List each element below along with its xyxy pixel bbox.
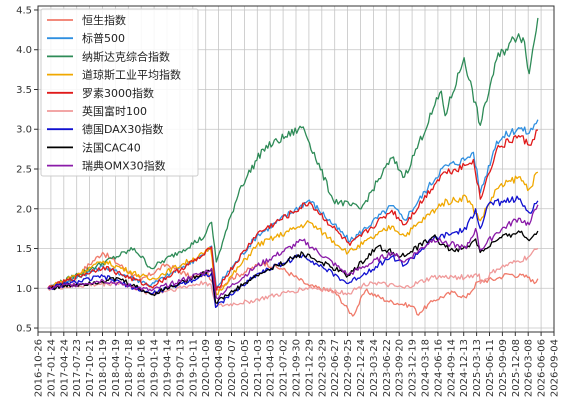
y-tick-label: 4.0	[16, 45, 32, 56]
legend-label: 道琼斯工业平均指数	[82, 68, 181, 82]
series-line-0	[47, 251, 539, 317]
x-axis-ticks: 2016-10-26 2017-01-24 2017-04-24 2017-07-23…	[34, 332, 561, 397]
x-tick-label: 2017-07-23	[72, 339, 83, 397]
legend-label: 纳斯达克综合指数	[82, 49, 170, 63]
x-tick-label: 2020-07-07	[227, 339, 238, 397]
x-tick-label: 2020-10-05	[240, 339, 251, 397]
x-tick-label: 2023-03-24	[369, 339, 380, 397]
x-tick-label: 2025-09-09	[498, 339, 509, 397]
series-line-8	[47, 204, 539, 300]
x-tick-label: 2018-07-18	[124, 339, 135, 397]
y-tick-label: 3.0	[16, 125, 32, 136]
x-tick-label: 2017-01-24	[46, 339, 57, 397]
x-tick-label: 2021-01-03	[253, 339, 264, 397]
x-tick-label: 2026-03-08	[524, 339, 535, 397]
y-tick-label: 1.5	[16, 244, 32, 255]
series-line-3	[47, 171, 539, 296]
x-tick-label: 2025-06-11	[485, 339, 496, 397]
x-tick-label: 2024-09-14	[446, 339, 457, 397]
x-tick-label: 2018-04-19	[111, 339, 122, 397]
y-tick-label: 1.0	[16, 284, 32, 295]
y-tick-label: 0.5	[16, 324, 32, 335]
x-tick-label: 2019-07-13	[175, 339, 186, 397]
x-tick-label: 2022-03-29	[317, 339, 328, 397]
x-tick-label: 2019-10-11	[188, 339, 199, 397]
x-tick-label: 2018-10-16	[137, 339, 148, 397]
x-tick-label: 2021-04-03	[266, 339, 277, 397]
x-tick-label: 2016-10-26	[34, 339, 45, 397]
legend-label: 英国富时100	[82, 104, 147, 118]
x-tick-label: 2022-09-25	[343, 339, 354, 397]
x-tick-label: 2021-12-29	[304, 339, 315, 397]
x-tick-label: 2024-03-18	[421, 339, 432, 397]
x-tick-label: 2017-10-21	[85, 339, 96, 397]
x-tick-label: 2023-09-20	[395, 339, 406, 397]
legend-box	[40, 8, 199, 177]
y-axis-ticks: 0.5 1.0 1.5 2.0 2.5 3.0 3.5 4.0 4.5	[16, 5, 38, 335]
x-tick-label: 2023-06-22	[382, 339, 393, 397]
legend-label: 德国DAX30指数	[82, 122, 163, 136]
x-tick-label: 2022-12-24	[356, 339, 367, 397]
legend-label: 标普500	[82, 31, 125, 45]
legend-label: 罗素3000指数	[82, 86, 154, 100]
x-tick-label: 2024-12-13	[459, 339, 470, 397]
y-tick-label: 2.0	[16, 204, 32, 215]
series-line-6	[47, 195, 539, 309]
x-tick-label: 2026-09-04	[550, 339, 561, 397]
x-tick-label: 2026-06-06	[537, 339, 548, 397]
x-tick-label: 2017-04-24	[59, 339, 70, 397]
series-line-2	[47, 17, 539, 289]
series-lines	[47, 17, 539, 317]
x-tick-label: 2019-04-14	[163, 339, 174, 397]
y-tick-label: 3.5	[16, 85, 32, 96]
x-tick-label: 2021-09-30	[292, 339, 303, 397]
x-tick-label: 2020-04-08	[214, 339, 225, 397]
x-tick-label: 2019-01-14	[150, 339, 161, 397]
x-tick-label: 2025-12-08	[511, 339, 522, 397]
legend-label: 法国CAC40	[82, 140, 141, 154]
y-tick-label: 2.5	[16, 165, 32, 176]
x-tick-label: 2022-06-27	[330, 339, 341, 397]
y-tick-label: 4.5	[16, 5, 32, 16]
x-tick-label: 2021-07-02	[279, 339, 290, 397]
x-tick-label: 2025-03-13	[472, 339, 483, 397]
x-tick-label: 2018-01-19	[98, 339, 109, 397]
series-line-7	[47, 230, 539, 304]
series-line-4	[47, 129, 539, 291]
legend-label: 瑞典OMX30指数	[82, 159, 166, 173]
x-tick-label: 2020-01-09	[201, 339, 212, 397]
legend-label: 恒生指数	[82, 13, 126, 27]
x-tick-label: 2024-06-16	[433, 339, 444, 397]
x-tick-label: 2023-12-19	[408, 339, 419, 397]
